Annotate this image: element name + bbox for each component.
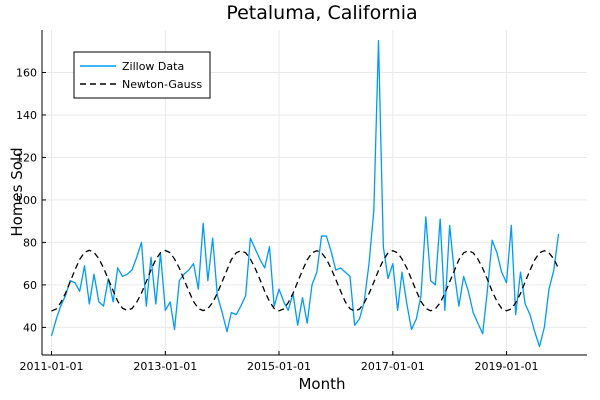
y-tick-label: 40 xyxy=(23,321,37,334)
x-tick-label: 2019-01-01 xyxy=(475,360,539,373)
x-tick-label: 2015-01-01 xyxy=(247,360,311,373)
y-tick-label: 120 xyxy=(16,151,37,164)
legend-label-newton: Newton-Gauss xyxy=(122,78,202,91)
y-ticks: 40 60 80 100 120 140 160 xyxy=(16,66,46,334)
y-tick-label: 60 xyxy=(23,279,37,292)
legend: Zillow Data Newton-Gauss xyxy=(73,51,211,99)
series-line-zillow-data xyxy=(50,39,560,348)
y-tick-label: 100 xyxy=(16,194,37,207)
chart-title: Petaluma, California xyxy=(226,2,417,24)
y-tick-label: 160 xyxy=(16,66,37,79)
axes xyxy=(41,30,587,356)
x-ticks: 2011-01-01 2013-01-01 2015-01-01 2017-01-01… xyxy=(20,351,539,373)
legend-label-zillow: Zillow Data xyxy=(122,60,184,73)
x-tick-label: 2011-01-01 xyxy=(20,360,84,373)
x-tick-label: 2017-01-01 xyxy=(361,360,425,373)
y-tick-label: 140 xyxy=(16,109,37,122)
legend-box xyxy=(73,51,211,99)
y-axis-title: Homes Sold xyxy=(8,147,26,236)
x-axis-title: Month xyxy=(298,375,345,393)
series-layer xyxy=(50,39,560,348)
x-tick-label: 2013-01-01 xyxy=(133,360,197,373)
y-tick-label: 80 xyxy=(23,236,37,249)
series-line-newton-gauss xyxy=(51,249,560,312)
